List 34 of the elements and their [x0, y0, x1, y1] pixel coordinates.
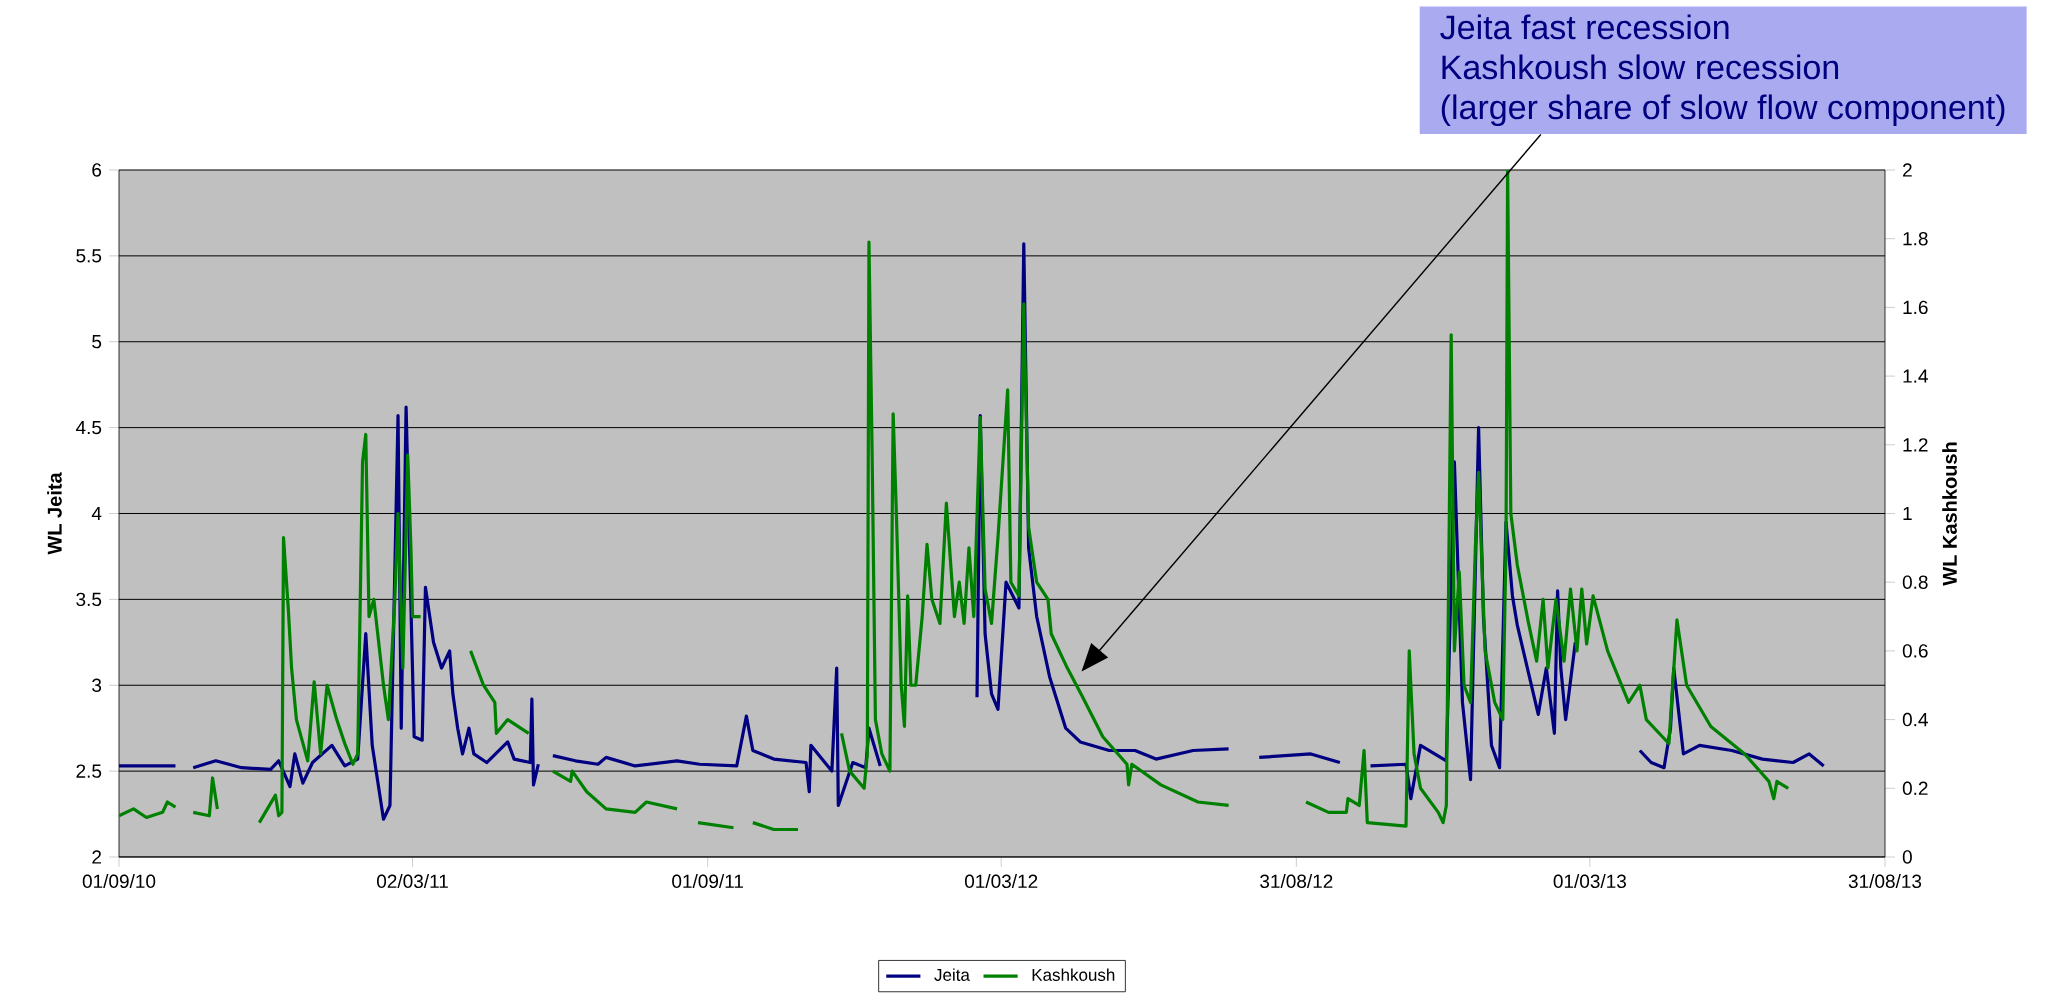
y2-tick-label: 1.6	[1903, 300, 1928, 315]
y-tick-label: 4.5	[75, 420, 102, 435]
text: (larger share of slow flow component)	[1441, 94, 2005, 127]
y-tick-label: 3	[92, 678, 102, 692]
y2-tick-label: 0.6	[1902, 644, 1928, 658]
text: Jeita fast recession	[1440, 14, 1729, 40]
x-tick-label: 01/09/10	[82, 874, 156, 889]
y-tick-label: 5.5	[76, 249, 102, 263]
y-tick-label: 3.5	[76, 592, 102, 607]
y2-tick-label: 0.2	[1902, 781, 1928, 796]
y2-tick-label: 1.4	[1903, 369, 1928, 383]
y2-tick-label: 0.8	[1902, 575, 1928, 589]
x-tick-label: 31/08/13	[1848, 874, 1922, 889]
y2-tick-label: 1.2	[1903, 438, 1928, 452]
y-tick-label: 6	[92, 163, 102, 177]
y2-tick-label: 0	[1902, 850, 1912, 864]
x-tick-label: 01/09/11	[672, 874, 744, 889]
y-tick-label: 5	[92, 335, 102, 349]
text: Kashkoush slow recession	[1442, 54, 1839, 80]
y-axis-title: WL Jeita	[47, 472, 62, 555]
legend-label: Jeita	[934, 968, 970, 981]
y-tick-label: 2	[92, 850, 102, 864]
y2-tick-label: 0.4	[1902, 712, 1928, 727]
x-tick-label: 01/03/12	[964, 874, 1038, 889]
x-tick-label: 31/08/12	[1260, 874, 1333, 889]
legend-label: Kashkoush	[1032, 968, 1115, 981]
y2-tick-label: 1.8	[1903, 231, 1928, 246]
y2-tick-label: 2	[1903, 163, 1912, 177]
y2-axis-title: WL Kashkoush	[1942, 442, 1957, 586]
y-tick-label: 2.5	[76, 764, 102, 778]
x-tick-label: 02/03/11	[377, 874, 448, 889]
y2-tick-label: 1	[1903, 506, 1912, 521]
x-tick-label: 01/03/13	[1553, 874, 1626, 889]
y-tick-label: 4	[91, 506, 102, 521]
